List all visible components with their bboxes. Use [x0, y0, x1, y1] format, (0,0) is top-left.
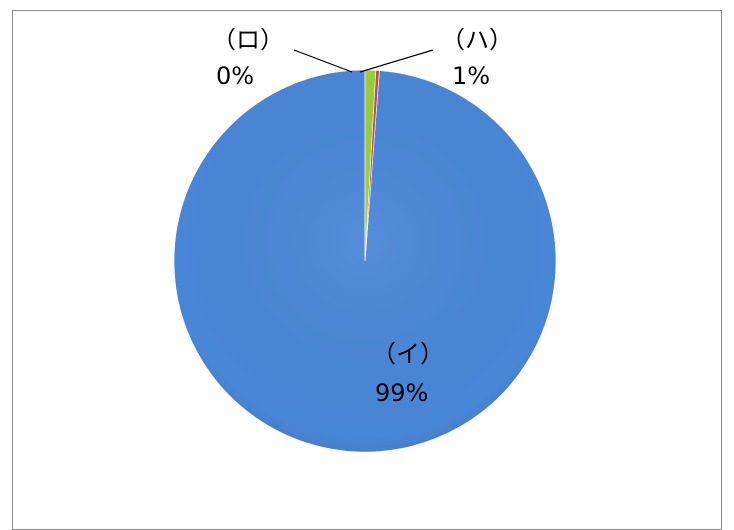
pie-shading	[174, 70, 556, 452]
pie-chart: （ロ） 0% （ハ） 1% （イ） 99%	[173, 26, 557, 453]
value-label-ha: 1%	[452, 62, 490, 90]
leader-line-ro	[293, 49, 353, 73]
leader-line-ha	[359, 49, 434, 73]
value-label-i: 99%	[375, 379, 428, 407]
label-i: （イ）	[372, 340, 444, 368]
value-label-ro: 0%	[216, 62, 254, 90]
label-ro: （ロ）	[212, 26, 284, 54]
label-ha: （ハ）	[441, 26, 513, 54]
